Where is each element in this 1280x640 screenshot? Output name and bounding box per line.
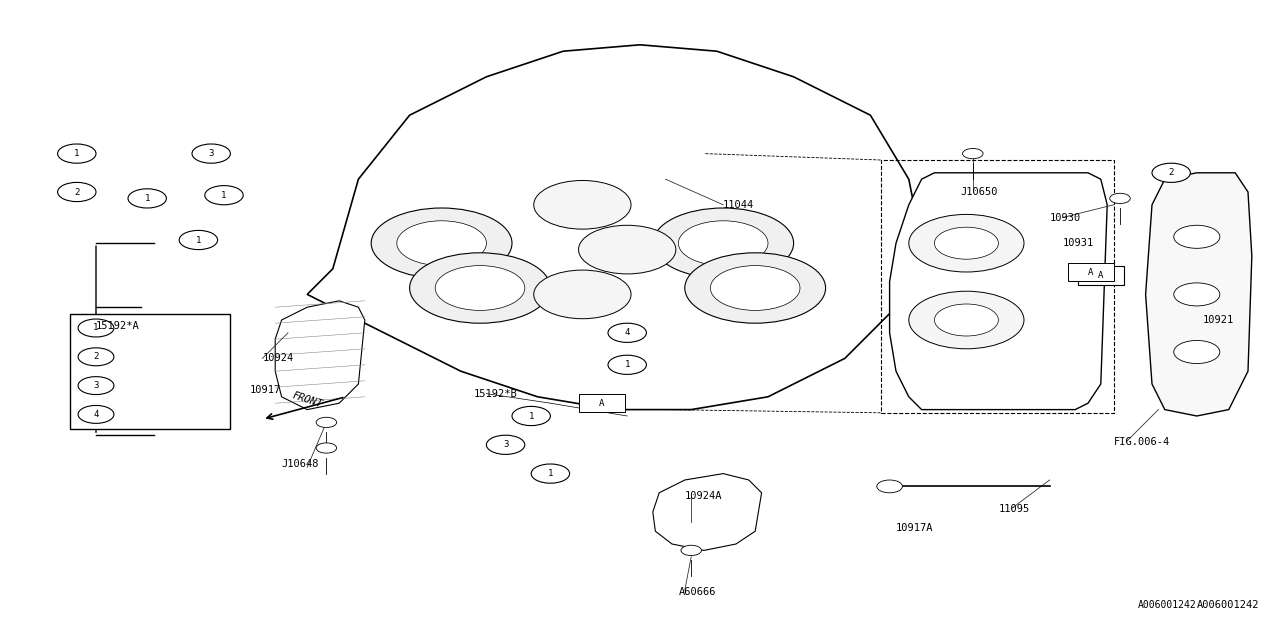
Text: 15192*A: 15192*A <box>96 321 140 332</box>
Circle shape <box>486 435 525 454</box>
Circle shape <box>653 208 794 278</box>
Polygon shape <box>275 301 365 410</box>
Text: 1: 1 <box>548 469 553 478</box>
Text: 15192*B: 15192*B <box>474 388 517 399</box>
Text: 4: 4 <box>93 410 99 419</box>
Text: 15194: 15194 <box>128 410 157 419</box>
Text: 1: 1 <box>196 236 201 244</box>
FancyBboxPatch shape <box>1068 263 1114 281</box>
Circle shape <box>608 323 646 342</box>
Text: A006001242: A006001242 <box>1197 600 1260 610</box>
Text: 1: 1 <box>529 412 534 420</box>
Circle shape <box>909 214 1024 272</box>
Circle shape <box>877 480 902 493</box>
Text: 10917A: 10917A <box>896 523 933 533</box>
Text: 10921: 10921 <box>1203 315 1234 325</box>
Text: 3: 3 <box>209 149 214 158</box>
Text: 2: 2 <box>74 188 79 196</box>
Circle shape <box>397 221 486 266</box>
Circle shape <box>410 253 550 323</box>
Circle shape <box>1174 225 1220 248</box>
Circle shape <box>534 270 631 319</box>
Text: 1: 1 <box>221 191 227 200</box>
Circle shape <box>78 319 114 337</box>
Text: 1: 1 <box>145 194 150 203</box>
Text: A: A <box>599 399 604 408</box>
Circle shape <box>934 227 998 259</box>
Text: D91204: D91204 <box>128 323 164 333</box>
Polygon shape <box>653 474 762 550</box>
Text: 11044: 11044 <box>723 200 754 210</box>
Text: 4: 4 <box>625 328 630 337</box>
Circle shape <box>435 266 525 310</box>
Circle shape <box>678 221 768 266</box>
Circle shape <box>205 186 243 205</box>
Circle shape <box>316 443 337 453</box>
Circle shape <box>681 545 701 556</box>
Text: 14445: 14445 <box>128 381 157 390</box>
Circle shape <box>78 376 114 394</box>
Text: 2: 2 <box>1169 168 1174 177</box>
Text: A60666: A60666 <box>678 587 716 597</box>
Text: 11095: 11095 <box>998 504 1029 514</box>
Polygon shape <box>307 45 922 410</box>
FancyBboxPatch shape <box>579 394 625 412</box>
Text: 10930: 10930 <box>1050 212 1080 223</box>
Circle shape <box>58 182 96 202</box>
Circle shape <box>685 253 826 323</box>
Text: 1: 1 <box>74 149 79 158</box>
Circle shape <box>179 230 218 250</box>
Circle shape <box>608 355 646 374</box>
Polygon shape <box>890 173 1107 410</box>
Text: A: A <box>1088 268 1093 276</box>
Circle shape <box>909 291 1024 349</box>
Circle shape <box>579 225 676 274</box>
Circle shape <box>78 348 114 365</box>
FancyBboxPatch shape <box>1078 266 1124 285</box>
Circle shape <box>512 406 550 426</box>
Text: 10931: 10931 <box>1062 238 1093 248</box>
Text: A006001242: A006001242 <box>1138 600 1197 610</box>
Circle shape <box>531 464 570 483</box>
Text: 10924: 10924 <box>262 353 293 364</box>
Text: J10648: J10648 <box>282 459 319 469</box>
Circle shape <box>1152 163 1190 182</box>
Circle shape <box>371 208 512 278</box>
Circle shape <box>1174 340 1220 364</box>
Circle shape <box>316 417 337 428</box>
Text: 10924A: 10924A <box>685 491 722 501</box>
Text: A: A <box>1098 271 1103 280</box>
Circle shape <box>1110 193 1130 204</box>
Text: 2: 2 <box>93 352 99 362</box>
Text: 10917: 10917 <box>250 385 280 396</box>
Text: 0104S*A: 0104S*A <box>128 352 169 362</box>
Circle shape <box>128 189 166 208</box>
Text: 3: 3 <box>93 381 99 390</box>
Circle shape <box>963 148 983 159</box>
Text: 3: 3 <box>503 440 508 449</box>
Circle shape <box>192 144 230 163</box>
Circle shape <box>58 144 96 163</box>
Text: 1: 1 <box>625 360 630 369</box>
Polygon shape <box>1146 173 1252 416</box>
Text: FIG.006-4: FIG.006-4 <box>1114 436 1170 447</box>
Circle shape <box>1174 283 1220 306</box>
Text: J10650: J10650 <box>960 187 997 197</box>
Circle shape <box>710 266 800 310</box>
Text: 1: 1 <box>93 323 99 333</box>
Circle shape <box>78 406 114 424</box>
Text: FRONT: FRONT <box>291 390 324 410</box>
FancyBboxPatch shape <box>70 314 230 429</box>
Circle shape <box>534 180 631 229</box>
Circle shape <box>934 304 998 336</box>
